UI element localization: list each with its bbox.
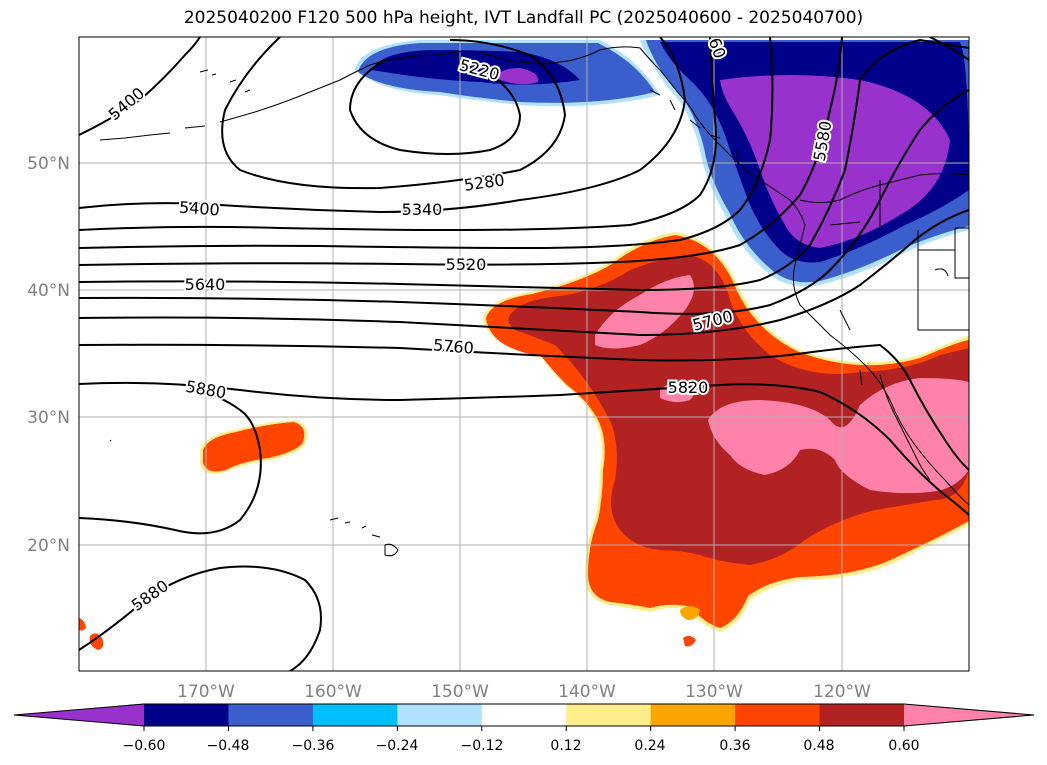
colorbar-min-extension	[14, 704, 144, 726]
colorbar-segment	[819, 704, 905, 726]
positive-anomaly-subtropical-blob	[200, 420, 308, 474]
colorbar-tick-label: −0.60	[123, 738, 166, 754]
colorbar-tick-label: 0.24	[634, 738, 665, 754]
contour-label: 5760	[432, 335, 474, 357]
lon-tick-label: 170°W	[177, 682, 235, 702]
contour-label: 5640	[185, 275, 226, 294]
contour-label: 5400	[178, 198, 220, 220]
colorbar-tick-label: −0.24	[376, 738, 419, 754]
map-gridlines	[79, 37, 969, 671]
lon-tick-label: 150°W	[431, 682, 489, 702]
lon-tick-label: 120°W	[813, 682, 871, 702]
colorbar-segment	[735, 704, 821, 726]
colorbar-segment	[650, 704, 736, 726]
lon-tick-label: 160°W	[304, 682, 362, 702]
longitude-tick-labels: 170°W 160°W 150°W 140°W 130°W 120°W	[177, 682, 871, 702]
colorbar-tick-label: 0.60	[888, 738, 919, 754]
map-frame	[78, 36, 970, 672]
colorbar-tick-label: 0.36	[719, 738, 750, 754]
negative-anomaly-west-coast	[640, 40, 969, 287]
colorbar-segment	[228, 704, 314, 726]
colorbar-segment	[397, 704, 483, 726]
contour-label: 5340	[402, 200, 443, 219]
lat-tick-label: 50°N	[27, 154, 70, 174]
contour-label: 5520	[446, 255, 487, 274]
latitude-tick-labels: 50°N 40°N 30°N 20°N	[27, 154, 70, 556]
colorbar-segment	[144, 704, 229, 726]
map-title: 2025040200 F120 500 hPa height, IVT Land…	[183, 8, 864, 28]
lon-tick-label: 130°W	[685, 682, 743, 702]
colorbar-segment	[312, 704, 398, 726]
colorbar-segment	[481, 704, 567, 726]
colorbar-segment	[566, 704, 652, 726]
colorbar-tick-label: 0.48	[803, 738, 834, 754]
lon-tick-label: 140°W	[558, 682, 616, 702]
colorbar-max-extension	[904, 704, 1034, 726]
lat-tick-label: 40°N	[27, 281, 70, 301]
contour-label: 5820	[668, 378, 709, 397]
colorbar-tick-label: −0.12	[461, 738, 504, 754]
positive-anomaly-corner	[79, 618, 104, 650]
lat-tick-label: 20°N	[27, 536, 70, 556]
colorbar-ticks	[143, 726, 905, 731]
colorbar-tick-label: −0.36	[292, 738, 335, 754]
colorbar-tick-label: −0.48	[207, 738, 250, 754]
height-contours	[79, 37, 969, 671]
colorbar: −0.60 −0.48 −0.36 −0.24 −0.12 0.12 0.24 …	[13, 703, 1035, 754]
lat-tick-label: 30°N	[27, 408, 70, 428]
coastlines	[99, 46, 969, 557]
colorbar-tick-label: 0.12	[550, 738, 581, 754]
